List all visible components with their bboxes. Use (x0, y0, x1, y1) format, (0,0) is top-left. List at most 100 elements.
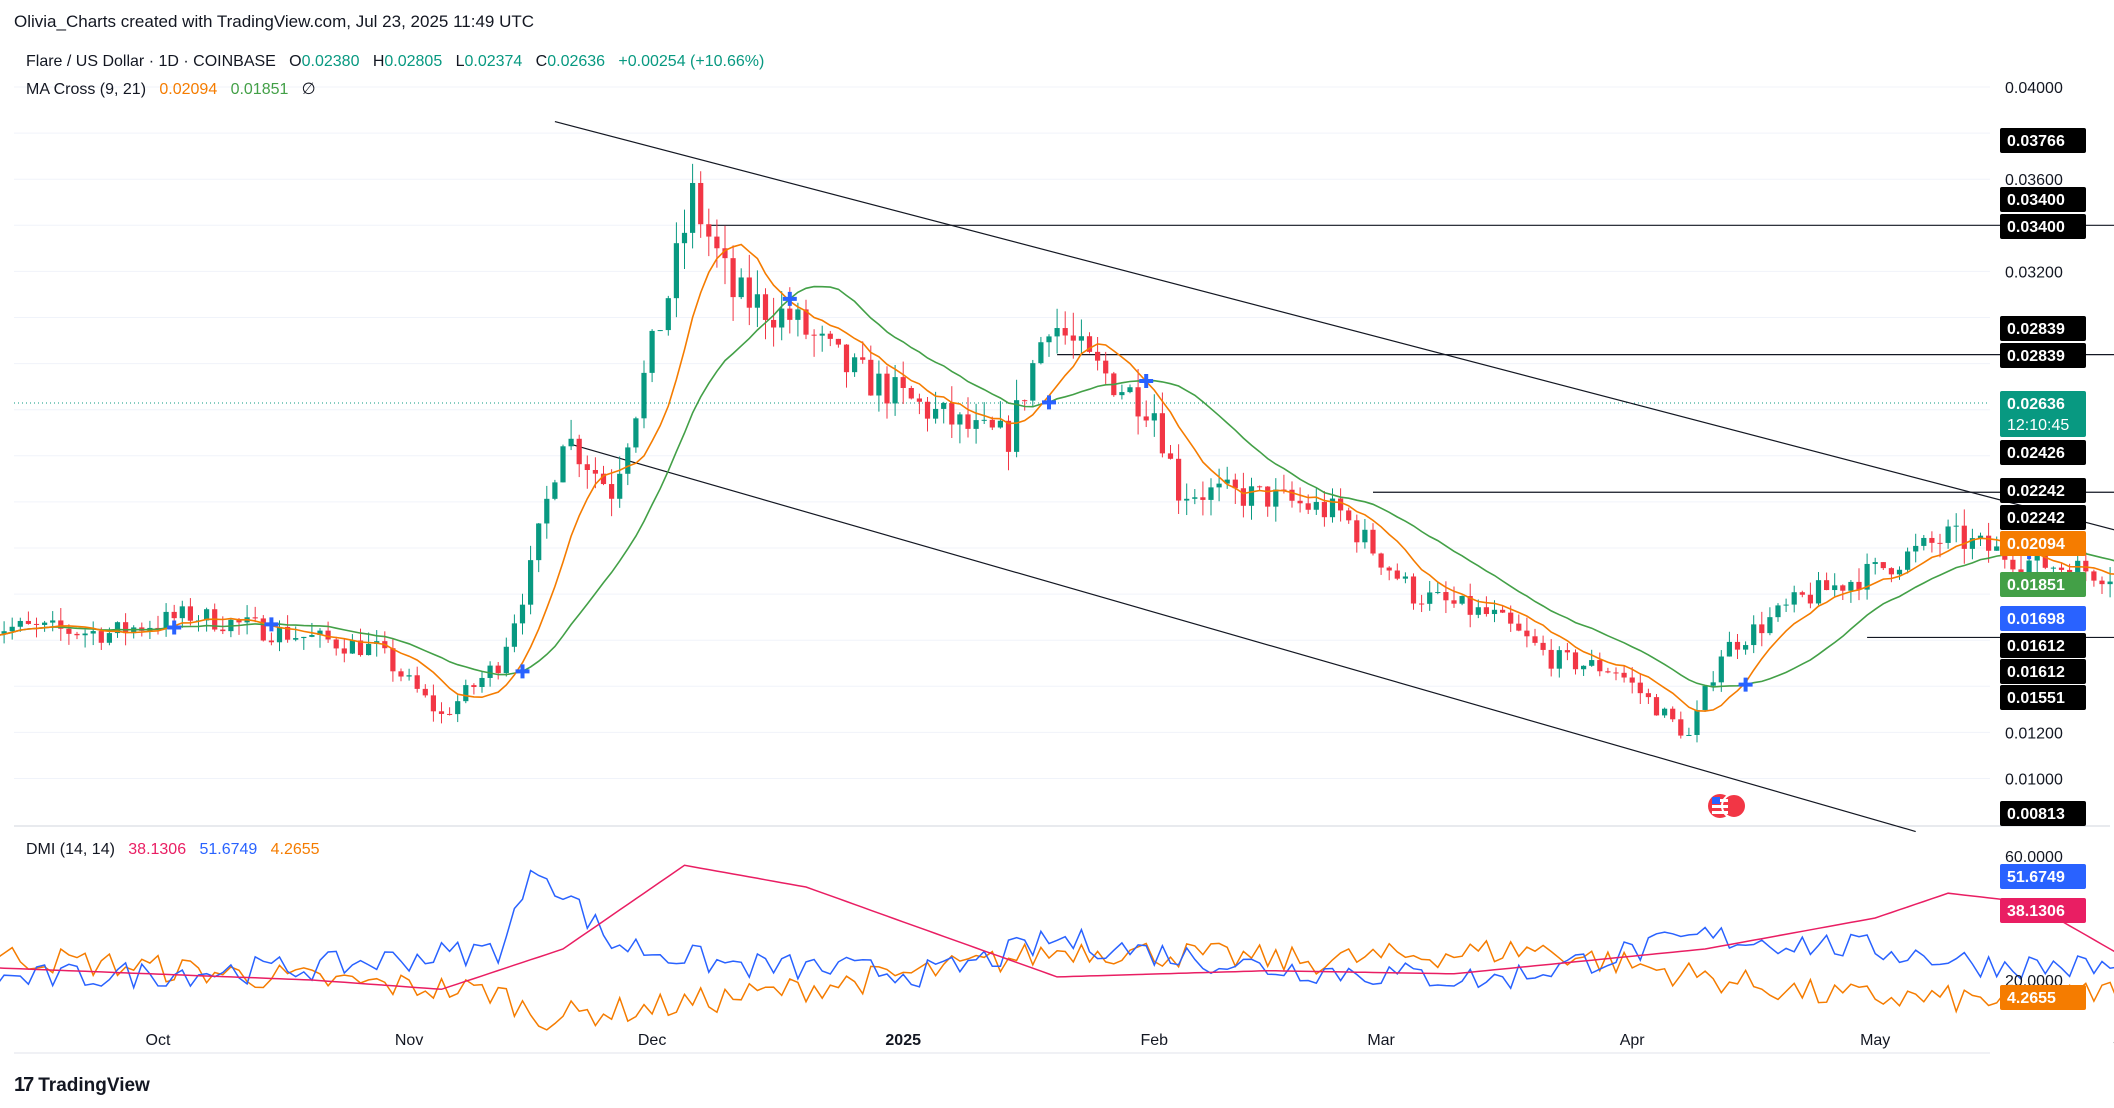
symbol-legend[interactable]: Flare / US Dollar · 1D · COINBASE O0.023… (26, 53, 764, 71)
candle-body (706, 224, 712, 237)
dmi-minus-line (0, 939, 2114, 1031)
candle-body (625, 447, 631, 474)
dmi-badge-label: 51.6749 (2007, 869, 2065, 886)
candle-body (1848, 581, 1854, 591)
candle-body (2010, 559, 2016, 570)
chart-grid (14, 86, 2110, 827)
price-badge (2000, 214, 2086, 239)
candle-body (1645, 693, 1651, 698)
candle-body (560, 446, 566, 483)
candle-body (779, 308, 785, 328)
cross-marker (1738, 677, 1753, 692)
candle-body (1014, 400, 1020, 452)
candle-body (1581, 665, 1587, 670)
candle-body (33, 623, 40, 625)
time-axis-label: Apr (1620, 1032, 1646, 1049)
candle-body (1475, 607, 1481, 615)
candle-body (276, 626, 283, 643)
brand-name: TradingView (38, 1074, 150, 1096)
candle-body (1986, 535, 1992, 551)
change-value: +0.00254 (+10.66%) (618, 53, 765, 70)
candle-body (406, 675, 412, 677)
candle-body (1597, 660, 1603, 672)
cross-marker (264, 617, 279, 632)
candle-body (511, 623, 517, 647)
candle-body (1240, 488, 1246, 506)
candle-body (1662, 708, 1668, 716)
candle-body (1799, 592, 1805, 595)
tradingview-logo[interactable]: 17 TradingView (14, 1074, 150, 1097)
price-badge (2000, 572, 2086, 597)
candle-body (843, 344, 850, 373)
candle-body (463, 685, 469, 702)
time-axis[interactable]: OctNovDec2025FebMarAprMayJunJulAugSep (14, 1032, 2114, 1054)
candle-body (1572, 652, 1579, 670)
candle-body (1678, 719, 1684, 736)
us-flag-icon[interactable] (1708, 793, 1747, 819)
candle-body (892, 377, 898, 404)
dmi-minus-value: 4.2655 (270, 841, 320, 858)
candle-body (1378, 553, 1384, 568)
candle-body (9, 626, 15, 632)
price-badge (2000, 659, 2086, 684)
candle-body (325, 630, 331, 640)
time-axis-label: Feb (1141, 1032, 1169, 1049)
time-axis-label: Mar (1367, 1032, 1395, 1049)
candle-body (1775, 605, 1781, 618)
candle-body (1289, 489, 1295, 501)
ma-lines (0, 243, 2114, 712)
candle-body (2018, 569, 2024, 573)
candle-body (754, 294, 760, 308)
candle-body (98, 631, 104, 643)
close-value: 0.02636 (547, 53, 606, 70)
candle-body (1338, 498, 1344, 511)
ma-legend[interactable]: MA Cross (9, 21) 0.02094 0.01851 ∅ (26, 79, 316, 99)
candle-body (803, 309, 809, 335)
candle-body (835, 338, 841, 345)
price-axis[interactable]: 0.04000 0.03600 0.03200 0.01200 0.01000 60.00… (2000, 80, 2086, 1010)
candle-body (1386, 567, 1392, 571)
candle-body (1832, 585, 1838, 591)
candle-body (1759, 624, 1765, 634)
candle-body (1743, 645, 1749, 650)
candle-body (50, 620, 56, 623)
candle-body (42, 622, 48, 625)
candle-body (868, 359, 874, 396)
price-tick-label: 0.03200 (2005, 264, 2063, 281)
candle-body (2050, 567, 2056, 569)
candle-body (1508, 612, 1514, 624)
candle-body (1702, 685, 1708, 710)
price-badge-label: 0.01851 (2007, 577, 2065, 594)
price-badge-label: 0.01612 (2007, 664, 2065, 681)
candle-body (252, 617, 258, 619)
candle-body (730, 258, 736, 298)
candle-body (1913, 545, 1919, 552)
dmi-legend[interactable]: DMI (14, 14) 38.1306 51.6749 4.2655 (26, 841, 320, 859)
candle-body (1556, 650, 1562, 669)
dmi-badge-label: 4.2655 (2007, 990, 2056, 1007)
candle-body (1184, 498, 1190, 501)
candle-body (576, 438, 582, 465)
candle-body (1046, 336, 1052, 343)
dmi-name: DMI (14, 14) (26, 841, 115, 858)
candle-body (1022, 400, 1028, 402)
price-badge-label: 0.02242 (2007, 483, 2065, 500)
dmi-badge (2000, 864, 2086, 889)
candle-body (66, 628, 72, 634)
cross-marker (1139, 373, 1154, 388)
trendline-channel-lower (570, 443, 1916, 833)
candle-body (1135, 387, 1141, 417)
candle-body (1313, 501, 1319, 510)
candle-body (681, 232, 688, 244)
candle-body (1, 631, 7, 634)
dmi-badge (2000, 985, 2086, 1010)
candle-body (341, 648, 347, 654)
candle-body (1815, 580, 1822, 604)
candle-body (1824, 580, 1830, 591)
candle-body (204, 609, 210, 621)
candle-body (1937, 542, 1943, 544)
candle-body (268, 640, 274, 643)
candle-body (1726, 641, 1732, 657)
candle-body (1540, 642, 1546, 650)
